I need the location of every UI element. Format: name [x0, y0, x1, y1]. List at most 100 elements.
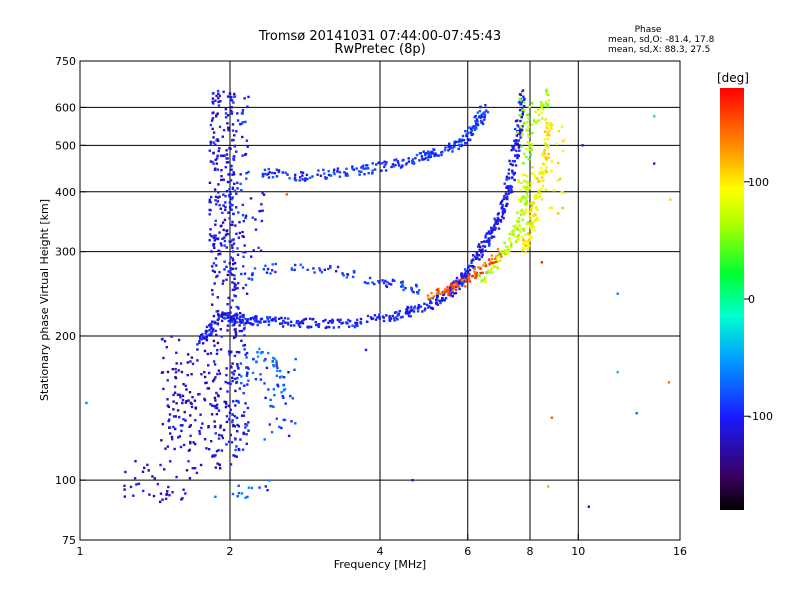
data-point — [220, 319, 224, 323]
data-point — [217, 191, 220, 194]
data-point — [527, 221, 530, 224]
data-point — [436, 295, 439, 298]
data-point — [487, 237, 490, 240]
data-point — [521, 110, 525, 114]
data-point — [448, 147, 452, 150]
data-point — [331, 318, 334, 321]
data-point — [669, 198, 672, 201]
data-point — [479, 266, 482, 270]
data-point — [524, 208, 528, 211]
data-point — [166, 398, 169, 401]
data-point — [448, 142, 451, 145]
data-point — [215, 275, 218, 279]
data-point — [222, 90, 225, 93]
data-point — [410, 286, 413, 290]
data-point — [522, 195, 525, 198]
data-point — [293, 176, 297, 179]
data-point — [177, 338, 181, 342]
data-point — [329, 174, 333, 177]
data-point — [246, 372, 249, 375]
data-point — [242, 391, 245, 395]
y-tick-label: 400 — [55, 186, 76, 199]
data-point — [208, 329, 211, 332]
data-point — [227, 232, 231, 236]
data-point — [213, 321, 217, 325]
data-point — [368, 276, 372, 280]
data-point — [353, 325, 357, 328]
data-point — [308, 317, 312, 320]
data-point — [360, 170, 363, 173]
data-point — [219, 387, 222, 390]
data-point — [475, 120, 478, 124]
data-point — [235, 130, 238, 133]
data-point — [466, 131, 470, 135]
data-point — [518, 93, 522, 96]
data-point — [362, 164, 365, 167]
data-point — [236, 317, 239, 320]
data-point — [259, 209, 263, 213]
data-point — [239, 362, 243, 365]
data-point — [531, 206, 534, 209]
data-point — [467, 276, 470, 279]
data-point — [244, 283, 248, 287]
data-point — [225, 161, 229, 164]
data-point — [236, 376, 239, 380]
data-point — [205, 330, 209, 333]
data-point — [237, 211, 240, 214]
data-point — [231, 376, 234, 379]
data-point — [236, 287, 239, 290]
data-point — [230, 320, 234, 324]
data-point — [179, 445, 183, 449]
data-point — [477, 115, 481, 119]
data-point — [220, 314, 223, 318]
data-point — [274, 316, 277, 319]
data-point — [264, 172, 267, 176]
data-point — [178, 415, 181, 419]
data-point — [484, 263, 488, 266]
data-point — [530, 147, 534, 150]
data-point — [272, 388, 275, 391]
data-point — [199, 337, 202, 340]
data-point — [501, 251, 504, 255]
data-point — [223, 317, 227, 320]
data-point — [294, 357, 297, 361]
data-point — [263, 382, 266, 385]
data-point — [229, 109, 233, 113]
data-point — [523, 202, 526, 205]
data-point — [208, 181, 212, 184]
data-point — [213, 246, 216, 250]
data-point — [365, 282, 369, 285]
data-point — [507, 189, 510, 193]
data-point — [189, 414, 192, 417]
data-point — [228, 201, 232, 204]
data-point — [416, 310, 420, 313]
data-point — [240, 321, 243, 324]
data-point — [227, 440, 231, 443]
data-point — [359, 317, 363, 321]
data-point — [217, 409, 221, 412]
data-point — [499, 252, 502, 256]
data-point — [384, 163, 387, 166]
data-point — [552, 189, 556, 192]
data-point — [238, 324, 241, 327]
data-point — [239, 189, 243, 192]
data-point — [557, 161, 560, 165]
data-point — [503, 209, 507, 212]
data-point — [545, 88, 548, 91]
data-point — [174, 371, 178, 374]
data-point — [208, 213, 211, 216]
data-point — [503, 195, 506, 198]
data-point — [234, 295, 237, 298]
data-point — [212, 131, 216, 134]
data-point — [431, 307, 435, 310]
data-point — [236, 282, 240, 285]
data-point — [237, 401, 240, 404]
data-point — [550, 206, 554, 209]
data-point — [404, 163, 408, 166]
data-point — [396, 318, 399, 321]
data-point — [233, 328, 236, 331]
data-point — [546, 134, 549, 137]
data-point — [476, 111, 479, 114]
data-point — [263, 168, 267, 172]
data-point — [225, 190, 229, 193]
